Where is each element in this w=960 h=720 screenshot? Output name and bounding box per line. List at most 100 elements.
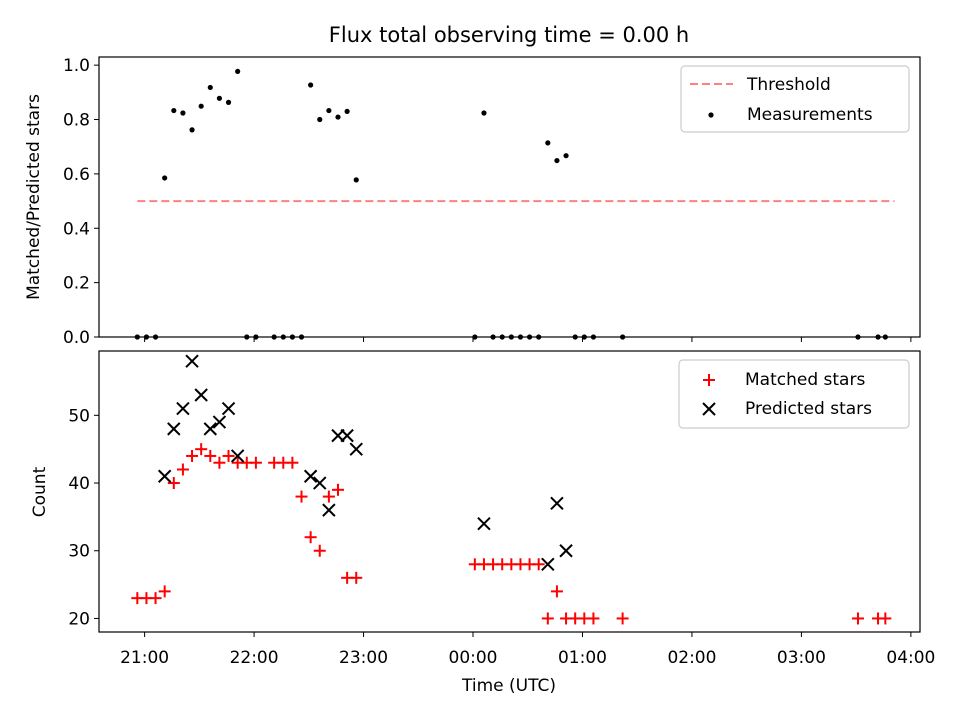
measurements-point — [189, 127, 195, 133]
count-legend-box — [678, 359, 910, 429]
predicted-stars-point — [194, 388, 208, 402]
count-ytick-label: 20 — [68, 609, 90, 629]
ratio-ytick-label: 0.8 — [63, 111, 90, 131]
predicted-stars-point — [230, 449, 245, 463]
predicted-stars-point — [340, 428, 354, 443]
matched-stars-point — [313, 544, 326, 557]
matched-stars-point — [286, 456, 299, 469]
predicted-stars-point — [185, 354, 199, 368]
predicted-stars-point — [167, 422, 181, 436]
predicted-stars-point — [550, 496, 564, 511]
predicted-stars-point — [322, 503, 336, 517]
predicted-stars-point — [541, 557, 555, 571]
matched-stars-point — [332, 483, 345, 496]
ratio-ytick-label: 0.0 — [63, 328, 90, 348]
matched-stars-point — [186, 449, 199, 462]
measurements-point — [216, 95, 223, 101]
measurements-point — [235, 68, 241, 75]
ratio-ytick-label: 0.4 — [63, 219, 90, 239]
measurements-point — [481, 110, 487, 116]
count-ytick-label: 40 — [68, 474, 90, 494]
count-ytick-label: 30 — [68, 542, 90, 562]
ratio-ytick-label: 0.2 — [63, 274, 90, 294]
matched-stars-point — [249, 456, 262, 469]
threshold-legend-label: Threshold — [746, 75, 831, 95]
measurements-point — [207, 84, 213, 91]
ratio-ylabel: Matched/Predicted stars — [24, 94, 44, 300]
matched-stars-point — [222, 449, 235, 462]
x-tick-label: 23:00 — [339, 648, 388, 668]
matched-stars-point — [587, 612, 600, 625]
ratio-axes-frame — [98, 56, 921, 338]
matched-stars-point — [167, 477, 180, 490]
predicted-legend-marker — [702, 402, 716, 416]
predicted-stars-point — [203, 422, 217, 436]
matched-stars-point — [879, 612, 892, 625]
matched-stars-point — [149, 592, 162, 605]
measurements-point — [180, 110, 186, 116]
measurements-point — [225, 99, 232, 105]
count-plot-area — [131, 354, 892, 625]
predicted-stars-point — [221, 401, 236, 416]
count-axes-frame — [98, 350, 921, 633]
measurements-point — [353, 177, 359, 183]
predicted-stars-point — [313, 476, 327, 490]
ratio-legend: Threshold Measurements — [680, 65, 910, 133]
count-legend: Matched stars Predicted stars — [678, 359, 910, 429]
measurements-point — [326, 107, 332, 114]
matched-stars-point — [295, 490, 308, 503]
count-ytick-label: 50 — [68, 406, 90, 426]
x-axis: 21:00 22:00 23:00 00:00 01:00 02:00 03:00 04:00 — [120, 648, 935, 668]
matched-stars-point — [195, 443, 208, 456]
predicted-stars-point — [349, 442, 363, 456]
measurements-point — [563, 153, 569, 159]
measurements-point — [554, 157, 560, 164]
measurements-point — [335, 114, 341, 120]
predicted-stars-point — [477, 516, 491, 531]
measurements-point — [171, 107, 177, 114]
predicted-stars-point — [176, 401, 190, 416]
matched-stars-point — [550, 585, 563, 598]
measurements-legend-marker — [708, 112, 714, 118]
matched-legend-label: Matched stars — [745, 370, 865, 390]
matched-stars-point — [204, 449, 217, 462]
x-tick-label: 02:00 — [667, 648, 716, 668]
ratio-legend-box — [680, 65, 910, 133]
x-tick-label: 03:00 — [777, 648, 826, 668]
matched-stars-point — [532, 558, 545, 571]
x-tick-label: 01:00 — [558, 648, 607, 668]
measurements-point — [162, 175, 168, 181]
x-tick-label: 21:00 — [120, 648, 169, 668]
measurements-point — [198, 103, 204, 109]
ratio-ytick-label: 0.6 — [63, 165, 90, 185]
matched-stars-point — [158, 585, 171, 598]
measurements-point — [344, 108, 350, 114]
count-ylabel: Count — [30, 466, 50, 517]
figure-title: Flux total observing time = 0.00 h — [329, 23, 689, 47]
x-axis-label: Time (UTC) — [461, 676, 556, 696]
predicted-stars-point — [212, 415, 227, 429]
predicted-stars-point — [559, 544, 573, 558]
matched-stars-point — [322, 490, 335, 503]
x-tick-label: 04:00 — [886, 648, 935, 668]
matched-stars-point — [616, 612, 629, 625]
measurements-point — [317, 116, 323, 123]
predicted-legend-label: Predicted stars — [745, 399, 872, 419]
matched-stars-point — [176, 463, 189, 476]
predicted-stars-point — [303, 469, 318, 483]
measurements-legend-label: Measurements — [747, 105, 873, 125]
x-tick-label: 00:00 — [449, 648, 498, 668]
measurements-point — [545, 140, 551, 146]
ratio-ytick-label: 1.0 — [63, 56, 90, 76]
ratio-panel: Matched/Predicted stars Threshold Measur… — [24, 56, 921, 348]
measurements-point — [308, 82, 314, 88]
matched-stars-point — [541, 612, 554, 625]
count-panel: Count Matched stars Predicted stars 20 30… — [30, 350, 921, 637]
matched-stars-point — [213, 456, 226, 469]
predicted-stars-point — [157, 469, 172, 483]
matched-stars-point — [851, 612, 864, 625]
matched-stars-point — [304, 531, 317, 544]
matched-legend-marker — [703, 374, 715, 386]
matched-stars-point — [350, 571, 363, 584]
x-tick-label: 22:00 — [230, 648, 279, 668]
